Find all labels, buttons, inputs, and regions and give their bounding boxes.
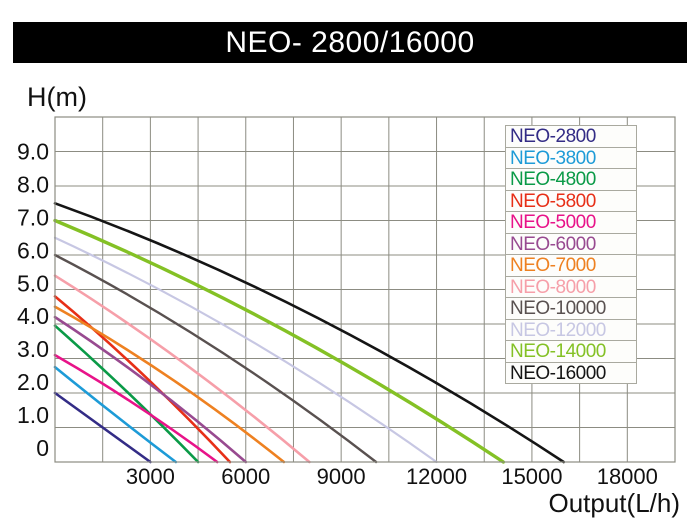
- y-tick-label: 9.0: [17, 139, 49, 165]
- y-tick-label: 5.0: [17, 270, 49, 296]
- series-curve-neo-3800: [53, 365, 178, 464]
- series-curve-neo-16000: [53, 202, 565, 464]
- y-tick-label: 1.0: [17, 402, 49, 428]
- x-tick-label: 15000: [501, 464, 562, 489]
- series-curve-neo-7000: [53, 305, 286, 464]
- legend-item-neo-3800: NEO-3800: [505, 146, 637, 169]
- series-curve-neo-5000: [53, 353, 219, 464]
- series-curve-neo-12000: [53, 236, 438, 464]
- legend-item-neo-12000: NEO-12000: [505, 318, 637, 341]
- x-axis-title: Output(L/h): [548, 488, 680, 518]
- legend: NEO-2800 NEO-3800 NEO-4800 NEO-5800 NEO-5000…: [505, 125, 637, 384]
- legend-item-neo-2800: NEO-2800: [505, 125, 637, 148]
- legend-item-neo-6000: NEO-6000: [505, 232, 637, 255]
- y-tick-label: 8.0: [17, 172, 49, 198]
- series-curve-neo-2800: [53, 391, 152, 464]
- series-curve-neo-10000: [53, 253, 378, 464]
- chart-title: NEO- 2800/16000: [225, 25, 475, 59]
- y-tick-label: 4.0: [17, 303, 49, 329]
- x-tick-label: 12000: [406, 464, 467, 489]
- plot-border: [54, 116, 676, 463]
- y-axis-title: H(m): [27, 82, 87, 112]
- legend-item-neo-14000: NEO-14000: [505, 340, 637, 363]
- legend-item-neo-10000: NEO-10000: [505, 297, 637, 320]
- legend-item-neo-8000: NEO-8000: [505, 275, 637, 298]
- title-bar: NEO- 2800/16000: [13, 22, 687, 63]
- series-curve-neo-8000: [53, 274, 311, 464]
- series-curve-neo-4800: [53, 324, 200, 464]
- legend-item-neo-5800: NEO-5800: [505, 189, 637, 212]
- legend-item-neo-5000: NEO-5000: [505, 211, 637, 234]
- y-tick-label: 7.0: [17, 205, 49, 231]
- series-curve-neo-5800: [53, 295, 232, 464]
- series-curve-neo-6000: [53, 315, 248, 464]
- y-tick-label: 3.0: [17, 336, 49, 362]
- y-tick-label: 2.0: [17, 369, 49, 395]
- legend-item-neo-7000: NEO-7000: [505, 254, 637, 277]
- x-tick-label: 6000: [221, 464, 270, 489]
- x-tick-label: 3000: [126, 464, 175, 489]
- y-tick-label: 6.0: [17, 237, 49, 263]
- legend-item-neo-4800: NEO-4800: [505, 168, 637, 191]
- series-curve-neo-14000: [53, 218, 505, 464]
- x-tick-label: 18000: [597, 464, 658, 489]
- y-tick-label: 0: [36, 435, 49, 461]
- legend-item-neo-16000: NEO-16000: [505, 361, 637, 384]
- x-tick-label: 9000: [317, 464, 366, 489]
